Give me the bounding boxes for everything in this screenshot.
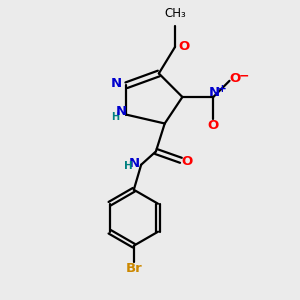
Text: N: N — [116, 105, 127, 118]
Text: H: H — [111, 112, 119, 122]
Text: N: N — [129, 157, 140, 170]
Text: N: N — [209, 86, 220, 99]
Text: O: O — [208, 119, 219, 132]
Text: CH₃: CH₃ — [164, 8, 186, 20]
Text: Br: Br — [125, 262, 142, 275]
Text: +: + — [218, 84, 227, 94]
Text: O: O — [229, 72, 240, 85]
Text: H: H — [124, 161, 133, 171]
Text: O: O — [182, 155, 193, 168]
Text: −: − — [238, 69, 249, 82]
Text: N: N — [111, 77, 122, 90]
Text: O: O — [178, 40, 189, 53]
